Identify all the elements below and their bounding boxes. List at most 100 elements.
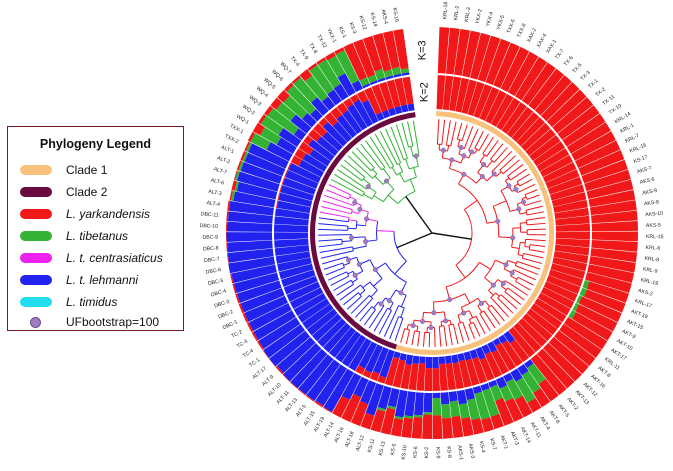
branch bbox=[442, 120, 445, 145]
branch bbox=[520, 222, 527, 223]
tip-label: YKX-1 bbox=[325, 28, 337, 44]
tip-label: KS-3 bbox=[348, 22, 358, 35]
branch bbox=[463, 322, 469, 341]
bootstrap-node bbox=[469, 150, 474, 155]
tip-label: TX-3 bbox=[580, 70, 592, 82]
k2-segment bbox=[426, 357, 432, 368]
branch bbox=[488, 308, 500, 324]
legend-swatch-clade2 bbox=[20, 187, 52, 197]
bootstrap-node bbox=[387, 298, 392, 303]
tip-label: ALT-5 bbox=[295, 404, 308, 418]
bootstrap-node bbox=[432, 310, 437, 315]
branch bbox=[406, 159, 410, 169]
branch bbox=[465, 294, 470, 304]
branch bbox=[505, 292, 521, 305]
tip-label: TXX-2 bbox=[224, 134, 240, 146]
k3-segment bbox=[432, 393, 440, 399]
tip-label: ALT-18 bbox=[344, 431, 356, 449]
bootstrap-node bbox=[358, 207, 363, 212]
branch bbox=[493, 201, 506, 207]
branch bbox=[484, 311, 495, 328]
branch bbox=[520, 242, 525, 243]
branch bbox=[319, 218, 348, 222]
branch bbox=[467, 127, 473, 143]
branch bbox=[522, 184, 535, 190]
tip-label: TX-4 bbox=[289, 55, 301, 68]
branch bbox=[369, 312, 379, 328]
branch bbox=[400, 173, 405, 182]
branch bbox=[480, 313, 490, 331]
branch bbox=[384, 315, 394, 337]
bootstrap-node bbox=[449, 158, 454, 163]
bootstrap-node bbox=[447, 297, 452, 302]
branch bbox=[394, 306, 398, 315]
branch bbox=[324, 263, 343, 269]
tip-label: TX-8 bbox=[307, 42, 318, 55]
branch bbox=[411, 146, 413, 156]
branch bbox=[491, 305, 504, 321]
tip-label: TC-4 bbox=[242, 348, 255, 359]
tip-label: TX-12 bbox=[315, 34, 327, 49]
k2-segment bbox=[424, 368, 432, 391]
tip-label: AKS-4 bbox=[380, 9, 389, 25]
tip-label: ALT-2 bbox=[216, 155, 231, 165]
bootstrap-node bbox=[352, 200, 357, 205]
legend-label-yarkandensis: L. yarkandensis bbox=[66, 207, 150, 221]
tip-label: KRL-17 bbox=[634, 298, 653, 309]
branch bbox=[508, 288, 525, 300]
bootstrap-node bbox=[357, 262, 362, 267]
k3-segment bbox=[423, 412, 432, 415]
branch bbox=[360, 307, 372, 322]
tip-label: TX-11 bbox=[601, 94, 616, 107]
branch bbox=[517, 174, 529, 182]
bootstrap-node bbox=[429, 325, 434, 330]
branch bbox=[344, 263, 350, 265]
tip-label: TC-3 bbox=[236, 339, 249, 350]
branch bbox=[350, 197, 356, 200]
tip-label: AKT-6 bbox=[548, 410, 561, 425]
tip-label: ALT-16 bbox=[333, 426, 345, 443]
branch bbox=[469, 146, 471, 150]
branch bbox=[357, 225, 366, 226]
tip-label: DBC-2 bbox=[217, 309, 234, 320]
bootstrap-node bbox=[507, 184, 512, 189]
bootstrap-node bbox=[510, 271, 515, 276]
legend-title: Phylogeny Legend bbox=[8, 137, 183, 151]
branch bbox=[529, 250, 544, 253]
bootstrap-node bbox=[353, 273, 358, 278]
tip-label: TC-1 bbox=[248, 357, 261, 369]
tip-label: AKT-5 bbox=[557, 403, 570, 418]
tip-label: YKX-2 bbox=[475, 9, 484, 25]
branch bbox=[530, 240, 545, 241]
branch bbox=[527, 229, 546, 230]
root-branch bbox=[432, 233, 472, 239]
branch bbox=[508, 164, 523, 176]
branch bbox=[492, 167, 497, 172]
tip-label: AKT-19 bbox=[630, 309, 648, 321]
tip-label: AKT-4 bbox=[538, 416, 551, 432]
branch bbox=[510, 284, 527, 295]
tip-label: TXX-5 bbox=[506, 18, 517, 34]
tip-label: DBC-8 bbox=[203, 245, 219, 252]
k2-segment bbox=[401, 105, 408, 113]
legend-swatch-tibetanus bbox=[20, 231, 52, 241]
branch bbox=[494, 301, 509, 317]
branch bbox=[497, 151, 512, 166]
branch bbox=[501, 286, 506, 290]
tip-label: KS-13 bbox=[378, 441, 387, 457]
phylogeny-legend: Phylogeny Legend Clade 1 Clade 2 L. yark… bbox=[7, 126, 184, 331]
tip-label: AKT-8 bbox=[596, 365, 611, 379]
tip-label: XAX-2 bbox=[526, 27, 538, 43]
legend-item-tibetanus: L. tibetanus bbox=[20, 228, 128, 244]
legend-swatch-yarkandensis bbox=[20, 209, 52, 219]
tip-label: TX-6 bbox=[563, 55, 575, 68]
branch bbox=[464, 142, 466, 148]
tip-label: WQ-3 bbox=[248, 95, 263, 108]
tip-label: KRL-18 bbox=[442, 2, 449, 20]
bootstrap-node bbox=[346, 258, 351, 263]
legend-label-timidus: L. timidus bbox=[66, 295, 117, 309]
tip-label: AKS-9 bbox=[642, 188, 658, 197]
bootstrap-node bbox=[479, 301, 484, 306]
branch bbox=[458, 323, 464, 342]
bootstrap-node bbox=[501, 281, 506, 286]
